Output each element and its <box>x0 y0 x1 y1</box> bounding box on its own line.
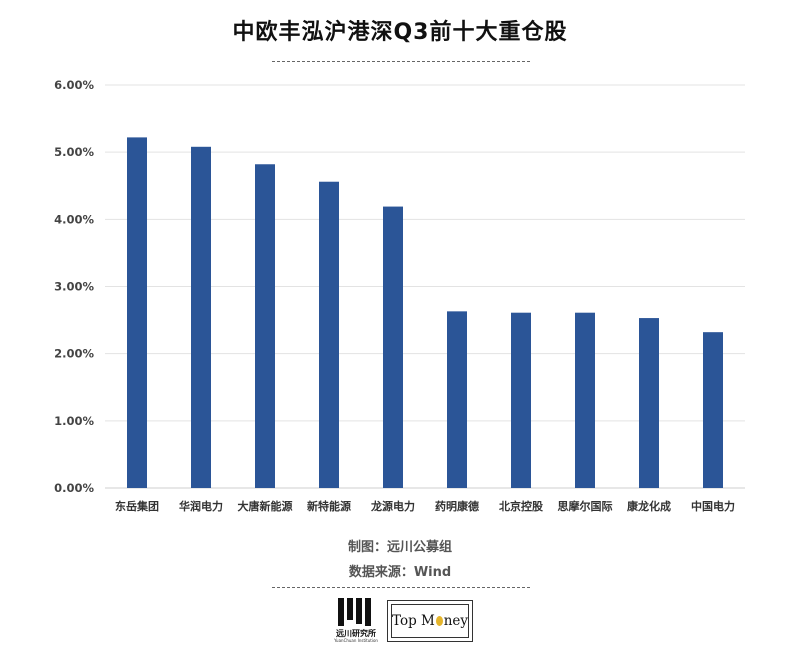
bar <box>191 146 211 488</box>
bar <box>447 311 467 488</box>
y-tick-label: 3.00% <box>54 280 94 294</box>
bar <box>383 206 403 489</box>
top-money-text-after: ney <box>443 613 468 629</box>
coin-icon <box>435 616 443 626</box>
x-tick-label: 龙源电力 <box>370 499 415 513</box>
x-tick-label: 大唐新能源 <box>238 499 293 513</box>
top-money-text-before: Top M <box>392 613 435 629</box>
grid-lines <box>105 84 745 489</box>
data-source-credit: 数据来源：Wind <box>348 565 452 580</box>
x-axis-ticks: 东岳集团 华润电力 大唐新能源 新特能源 龙源电力 药明康德 北京控股 思摩尔国际 康龙化成 中国… <box>115 499 735 513</box>
bars <box>127 137 723 489</box>
x-tick-label: 思摩尔国际 <box>558 499 613 513</box>
chart-title: 中欧丰泓沪港深Q3前十大重仓股 <box>232 20 568 45</box>
y-tick-label: 0.00% <box>54 481 94 495</box>
bar <box>703 332 723 488</box>
bar <box>319 181 339 488</box>
x-tick-label: 华润电力 <box>179 499 223 513</box>
top-money-logo: Top M ney <box>387 600 473 642</box>
x-tick-label: 中国电力 <box>691 499 735 513</box>
title-divider <box>272 61 530 62</box>
bar <box>639 318 659 488</box>
y-tick-label: 4.00% <box>54 212 94 226</box>
x-tick-label: 康龙化成 <box>627 499 671 513</box>
bar <box>575 312 595 488</box>
x-tick-label: 北京控股 <box>499 499 544 513</box>
x-tick-label: 药明康德 <box>435 499 479 513</box>
y-axis-ticks: 0.00% 1.00% 2.00% 3.00% 4.00% 5.00% 6.00% <box>54 78 94 495</box>
yuanchuan-logo-sub: YuanChuan Institution <box>334 638 378 643</box>
x-tick-label: 东岳集团 <box>115 499 159 513</box>
y-tick-label: 5.00% <box>54 145 94 159</box>
x-tick-label: 新特能源 <box>307 499 351 513</box>
bar <box>255 164 275 489</box>
y-tick-label: 1.00% <box>54 414 94 428</box>
bar <box>511 312 531 488</box>
yuanchuan-logo-name: 远川研究所 <box>336 629 376 638</box>
yuanchuan-bars-icon <box>338 598 374 626</box>
bar-chart: 0.00% 1.00% 2.00% 3.00% 4.00% 5.00% 6.00% 东岳集团… <box>54 78 745 513</box>
footer-divider <box>272 587 530 588</box>
bar <box>127 137 147 488</box>
y-tick-label: 2.00% <box>54 347 94 361</box>
yuanchuan-logo: 远川研究所 YuanChuan Institution <box>328 598 384 644</box>
chart-maker-credit: 制图：远川公募组 <box>347 540 452 555</box>
y-tick-label: 6.00% <box>54 78 94 92</box>
